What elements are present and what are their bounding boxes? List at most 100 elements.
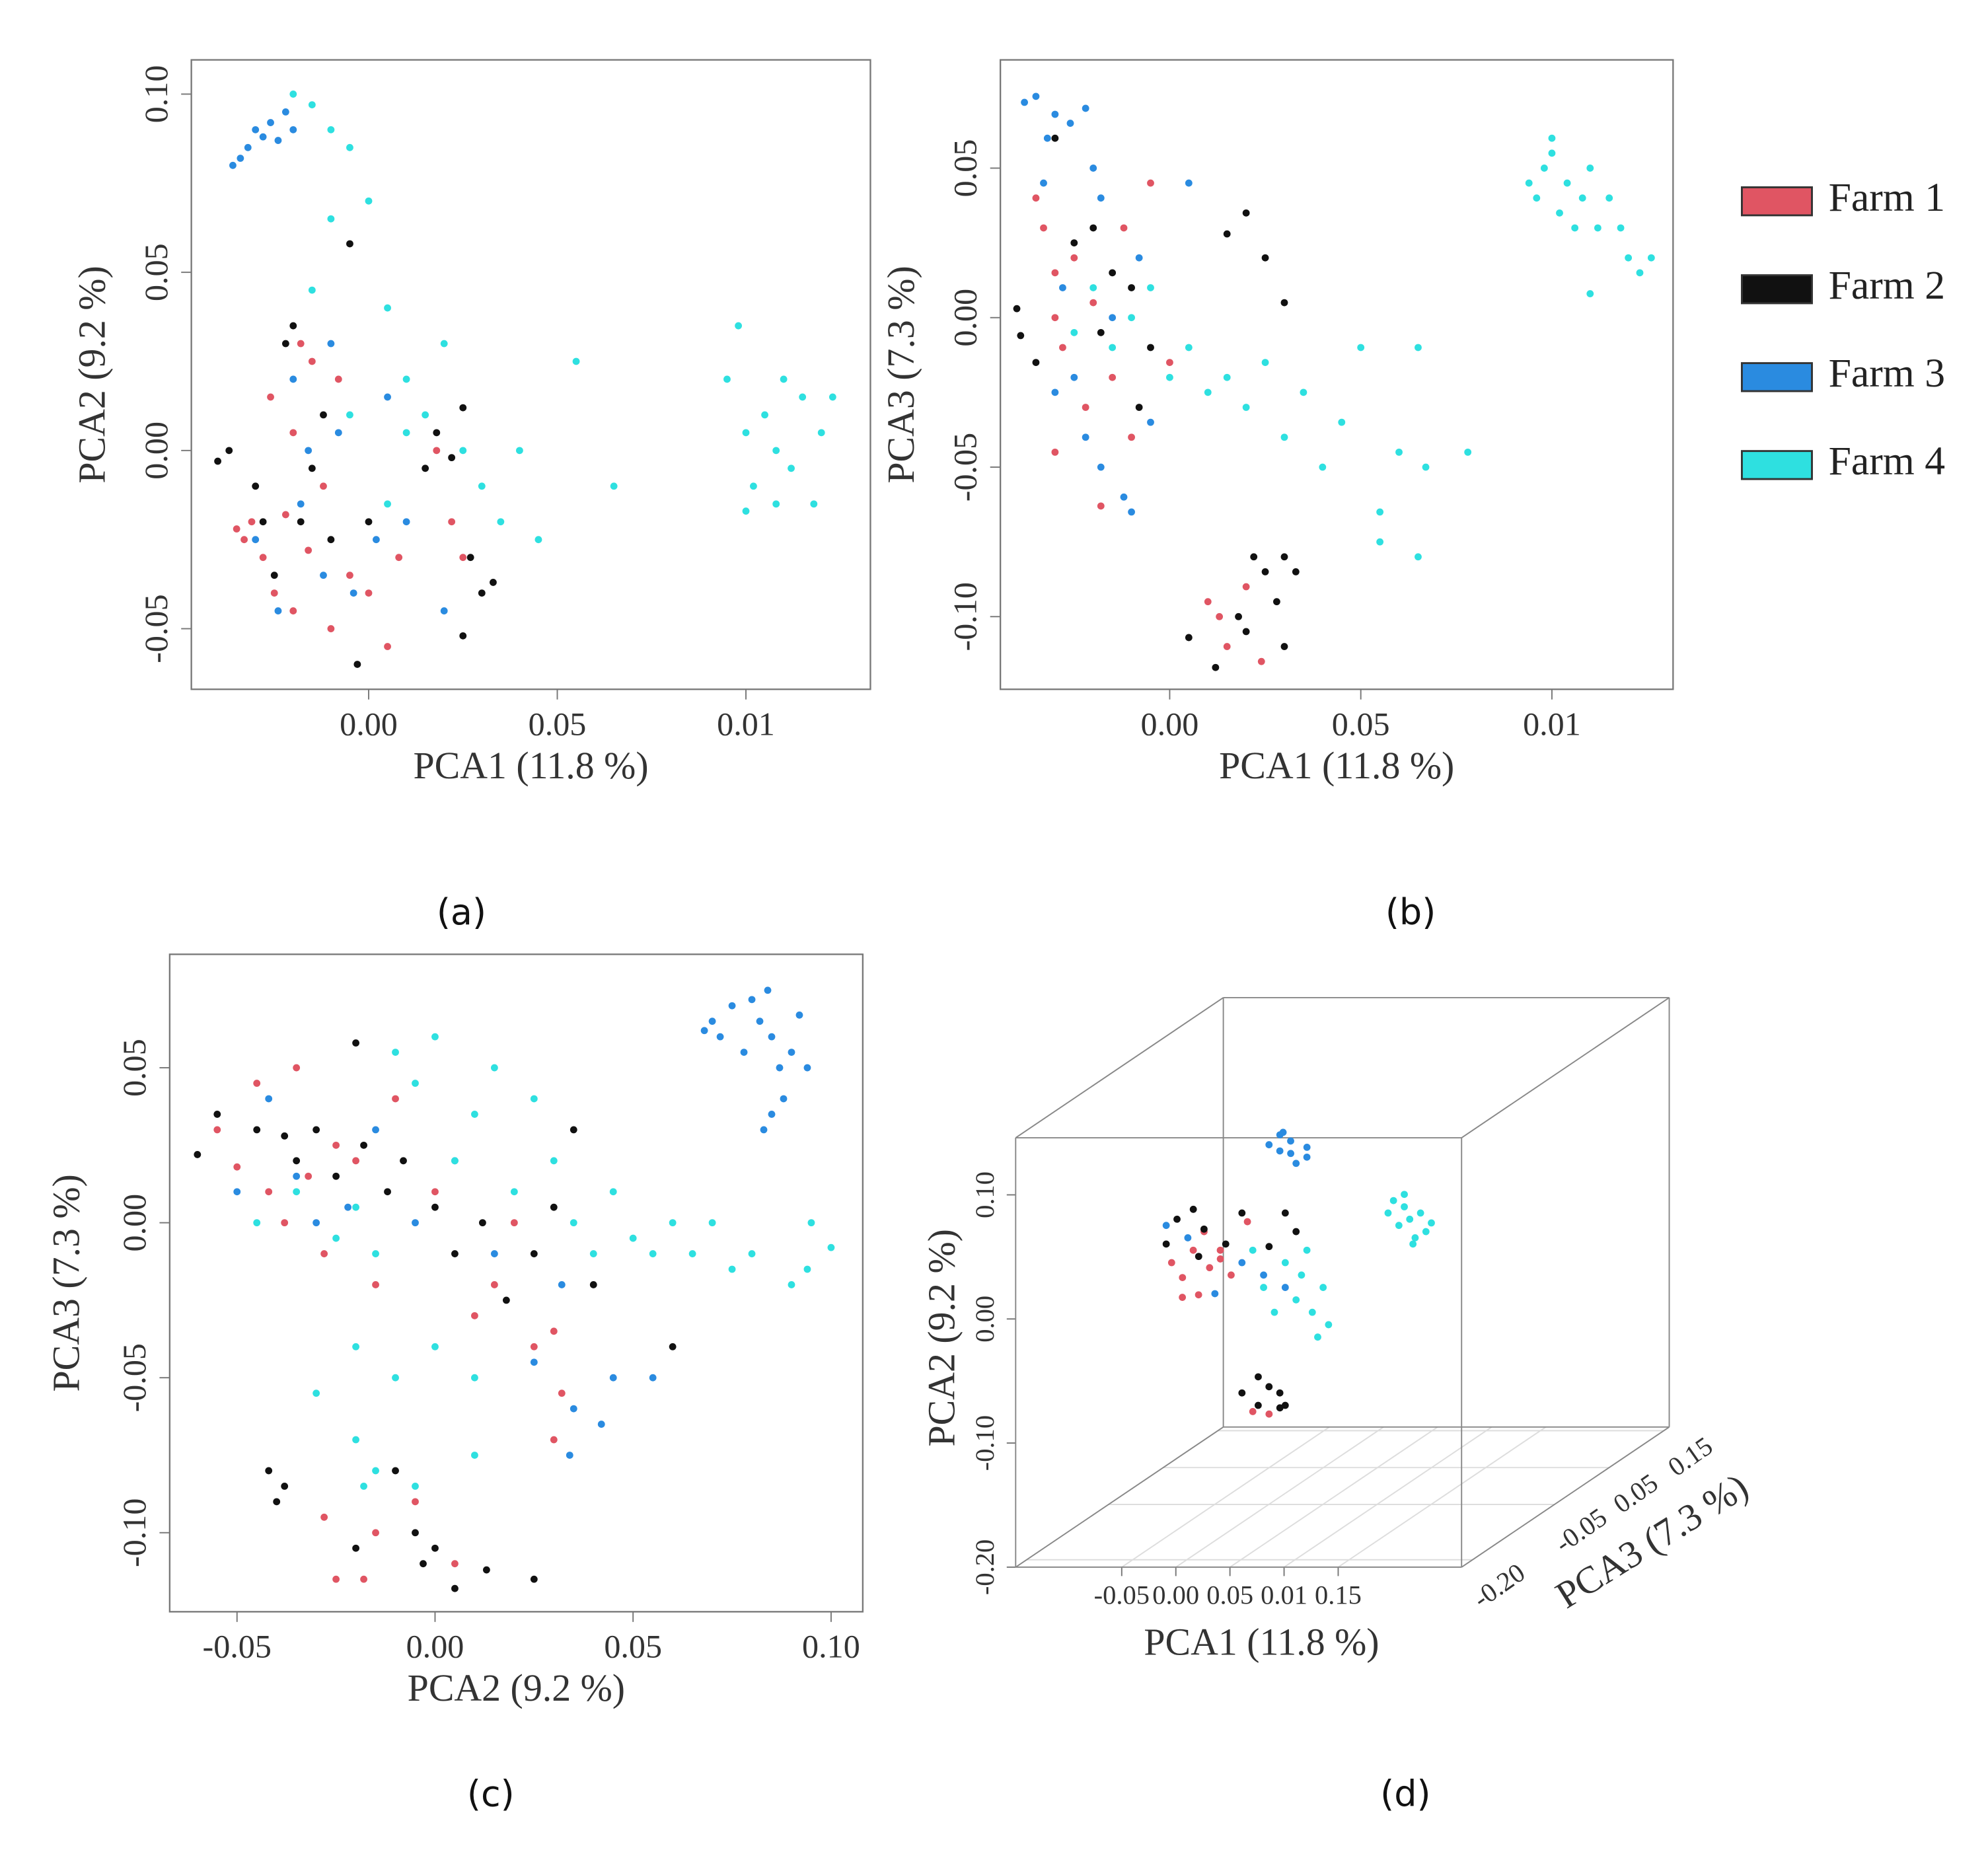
point [281,1132,289,1140]
point [1051,314,1059,322]
point [1243,1218,1251,1226]
point [372,1467,379,1475]
point [400,1157,407,1165]
series [1070,134,1655,561]
point [1017,332,1025,340]
point [372,1529,379,1537]
point [471,1111,478,1118]
point [281,1482,289,1490]
point [479,1219,486,1227]
point [742,507,750,515]
y-axis-title: PCA3 (7.3 %) [45,1174,88,1391]
point [1204,598,1212,606]
point [253,1126,261,1134]
y-tick-label: -0.05 [946,433,983,501]
series [1167,1218,1273,1418]
point [1097,328,1105,336]
point [1185,634,1193,642]
point [1166,373,1173,381]
point [1292,1160,1300,1167]
grid-line [1337,1426,1547,1568]
point [1082,433,1089,441]
y-tick-label: 0.10 [970,1171,1000,1218]
box-edge [1015,1426,1224,1568]
point [716,1033,724,1041]
point [1238,1209,1246,1217]
point [1287,1137,1294,1145]
point [1276,1147,1284,1155]
point [327,126,335,133]
point [412,1219,419,1227]
point [1120,224,1128,232]
point [1384,1209,1392,1217]
point [1235,612,1242,620]
point [1179,1274,1187,1282]
point [412,1498,419,1506]
point [244,143,252,151]
point [828,393,836,401]
point [237,155,244,162]
point [1109,269,1117,277]
point [1097,194,1105,202]
point [1147,344,1154,352]
point [1223,230,1231,238]
point [502,1296,510,1304]
point [265,1467,273,1475]
point [352,1039,359,1047]
point [384,393,391,401]
point [213,1111,221,1118]
point [1250,553,1258,561]
point [788,464,795,472]
point [252,126,260,133]
y-axis-title: PCA3 (7.3 %) [879,266,922,483]
point [1257,657,1265,665]
point [649,1250,657,1257]
point [1594,224,1601,232]
point [422,464,429,472]
point [431,1203,439,1211]
point [810,500,818,508]
point [1089,224,1097,232]
x-axis-title: PCA1 (11.8 %) [1144,1621,1379,1664]
point [281,108,289,116]
point [589,1281,597,1288]
point [259,554,267,562]
point [320,411,327,419]
point [772,500,780,508]
point [1242,404,1250,411]
point [1223,373,1231,381]
point [1281,1259,1289,1267]
point [346,572,353,579]
point [440,340,448,348]
point [490,1281,498,1288]
point [392,1049,399,1056]
point [334,429,342,437]
point [289,607,297,614]
legend-label: Farm 1 [1829,175,1945,220]
point [281,511,289,519]
point [365,589,373,597]
point [265,1188,273,1196]
point [1021,98,1028,106]
box-edge [1461,997,1670,1138]
series [233,340,467,650]
point [490,1250,498,1257]
point [308,286,316,294]
point [352,1157,359,1165]
point [1070,328,1078,336]
point [360,1482,367,1490]
point [478,589,486,597]
point [1051,110,1059,118]
point [629,1234,637,1242]
point [308,464,316,472]
point [1249,1246,1257,1254]
point [1051,269,1059,277]
point [372,1126,379,1134]
point [1281,1401,1289,1409]
x-axis-title: PCA2 (9.2 %) [408,1666,625,1709]
point [1319,463,1327,471]
x-tick-label: 0.01 [1523,706,1581,743]
point [1300,388,1307,396]
point [1265,1243,1273,1251]
point [1238,1389,1246,1397]
